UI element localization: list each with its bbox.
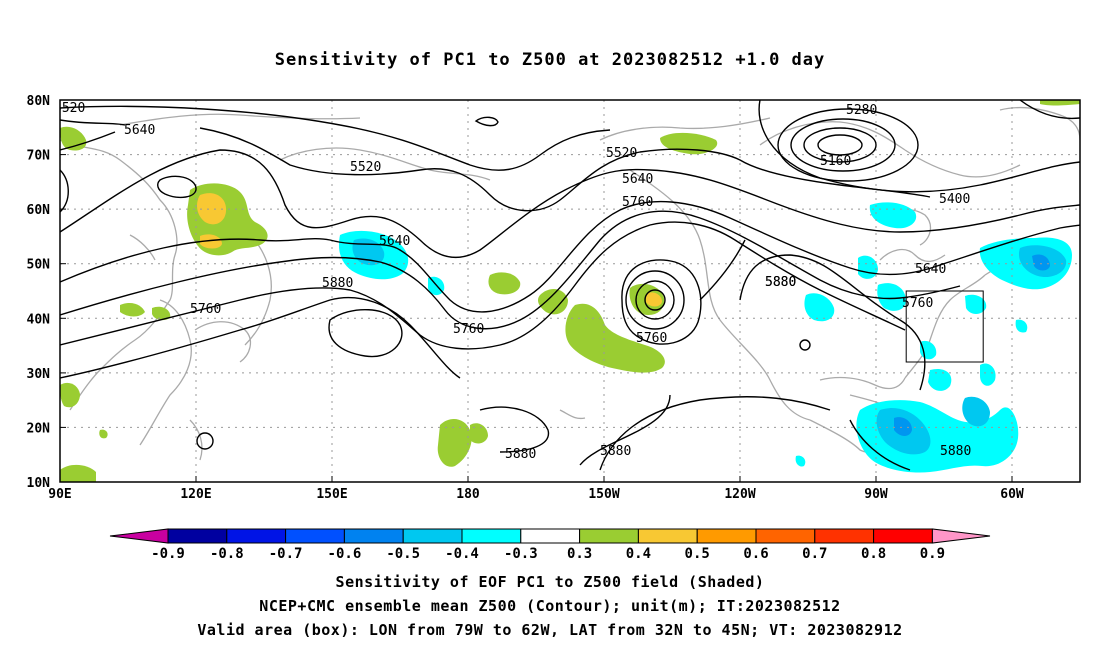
- lat-label: 70N: [27, 149, 51, 164]
- colorbar: -0.9 -0.8 -0.7 -0.6 -0.5 -0.4 -0.3 0.3 0…: [109, 528, 991, 562]
- map-frame: [59, 99, 1081, 483]
- contour-label: 5880: [765, 275, 796, 290]
- caption-shading: Sensitivity of EOF PC1 to Z500 field (Sh…: [335, 573, 765, 591]
- contour-label: 5760: [622, 195, 653, 210]
- colorbar-swatch: [637, 528, 698, 544]
- lat-lon-grid: [60, 100, 1080, 482]
- colorbar-left-triangle: [109, 528, 169, 544]
- contour-label: 5760: [190, 302, 221, 317]
- contour-label: 5160: [820, 154, 851, 169]
- colorbar-tick-label: -0.5: [386, 546, 420, 562]
- colorbar-swatch: [167, 528, 228, 544]
- contour-label: 5640: [915, 262, 946, 277]
- lon-label: 120W: [724, 487, 755, 502]
- colorbar-tick-label: 0.4: [626, 546, 651, 562]
- contour-label: 5280: [846, 103, 877, 118]
- lat-label: 60N: [27, 203, 51, 218]
- colorbar-swatch: [226, 528, 287, 544]
- lon-label: 60W: [1000, 487, 1024, 502]
- contour-label: 5760: [636, 331, 667, 346]
- contour-label: 5760: [453, 322, 484, 337]
- colorbar-tick-label: -0.4: [445, 546, 479, 562]
- contour-label: 5640: [622, 172, 653, 187]
- colorbar-swatch: [402, 528, 463, 544]
- valid-area-box: [905, 290, 984, 363]
- colorbar-tick-label: -0.9: [151, 546, 185, 562]
- contour-label: 5640: [124, 123, 155, 138]
- axis-ticks: [60, 154, 1013, 482]
- colorbar-swatch: [755, 528, 816, 544]
- colorbar-swatch: [814, 528, 875, 544]
- lat-label: 50N: [27, 258, 51, 273]
- contour-label: 5520: [54, 101, 85, 116]
- colorbar-swatch: [520, 528, 581, 544]
- colorbar-right-triangle: [931, 528, 991, 544]
- contour-label: 5520: [606, 146, 637, 161]
- contour-label: 5520: [350, 160, 381, 175]
- lon-label: 180: [456, 487, 480, 502]
- colorbar-swatch: [579, 528, 639, 544]
- colorbar-tick-label: 0.8: [861, 546, 886, 562]
- longitude-labels: 90E 120E 150E 180 150W 120W 90W 60W: [48, 487, 1024, 502]
- coastlines: [60, 106, 1080, 461]
- lon-label: 150W: [588, 487, 619, 502]
- colorbar-tick-label: -0.8: [210, 546, 244, 562]
- positive-sensitivity-shading: [60, 100, 1080, 482]
- colorbar-tick-label: 0.3: [567, 546, 592, 562]
- lat-label: 80N: [27, 94, 51, 109]
- contour-label: 5400: [939, 192, 970, 207]
- colorbar-swatch: [343, 528, 404, 544]
- map-title: Sensitivity of PC1 to Z500 at 2023082512…: [274, 50, 826, 70]
- contour-label: 5880: [940, 444, 971, 459]
- contour-label: 5880: [322, 276, 353, 291]
- contour-labels: 5520 5640 5520 5640 5760 5880 5760 5520 …: [54, 101, 971, 462]
- contour-label: 5880: [505, 447, 536, 462]
- lon-label: 90E: [48, 487, 71, 502]
- colorbar-tick-label: -0.7: [269, 546, 303, 562]
- colorbar-tick-label: 0.5: [685, 546, 710, 562]
- lat-label: 10N: [27, 476, 51, 491]
- colorbar-tick-label: 0.9: [920, 546, 945, 562]
- caption-contour: NCEP+CMC ensemble mean Z500 (Contour); u…: [259, 597, 841, 615]
- contour-label: 5880: [600, 444, 631, 459]
- lat-label: 40N: [27, 312, 51, 327]
- colorbar-tick-label: -0.6: [328, 546, 362, 562]
- lon-label: 90W: [864, 487, 888, 502]
- colorbar-swatch: [696, 528, 757, 544]
- contour-label: 5760: [902, 296, 933, 311]
- lat-label: 20N: [27, 421, 51, 436]
- colorbar-swatch: [873, 528, 933, 544]
- colorbar-swatch: [285, 528, 345, 544]
- colorbar-tick-label: 0.7: [802, 546, 827, 562]
- lon-label: 120E: [180, 487, 211, 502]
- colorbar-tick-label: -0.3: [504, 546, 538, 562]
- contour-label: 5640: [379, 234, 410, 249]
- caption-valid-area: Valid area (box): LON from 79W to 62W, L…: [197, 621, 903, 639]
- colorbar-swatch: [461, 528, 522, 544]
- z500-contours: [60, 100, 1080, 471]
- latitude-labels: 80N 70N 60N 50N 40N 30N 20N 10N: [27, 94, 51, 491]
- contour-label: 5880: [765, 275, 796, 290]
- lon-label: 150E: [316, 487, 347, 502]
- lat-label: 30N: [27, 367, 51, 382]
- colorbar-tick-label: 0.6: [743, 546, 768, 562]
